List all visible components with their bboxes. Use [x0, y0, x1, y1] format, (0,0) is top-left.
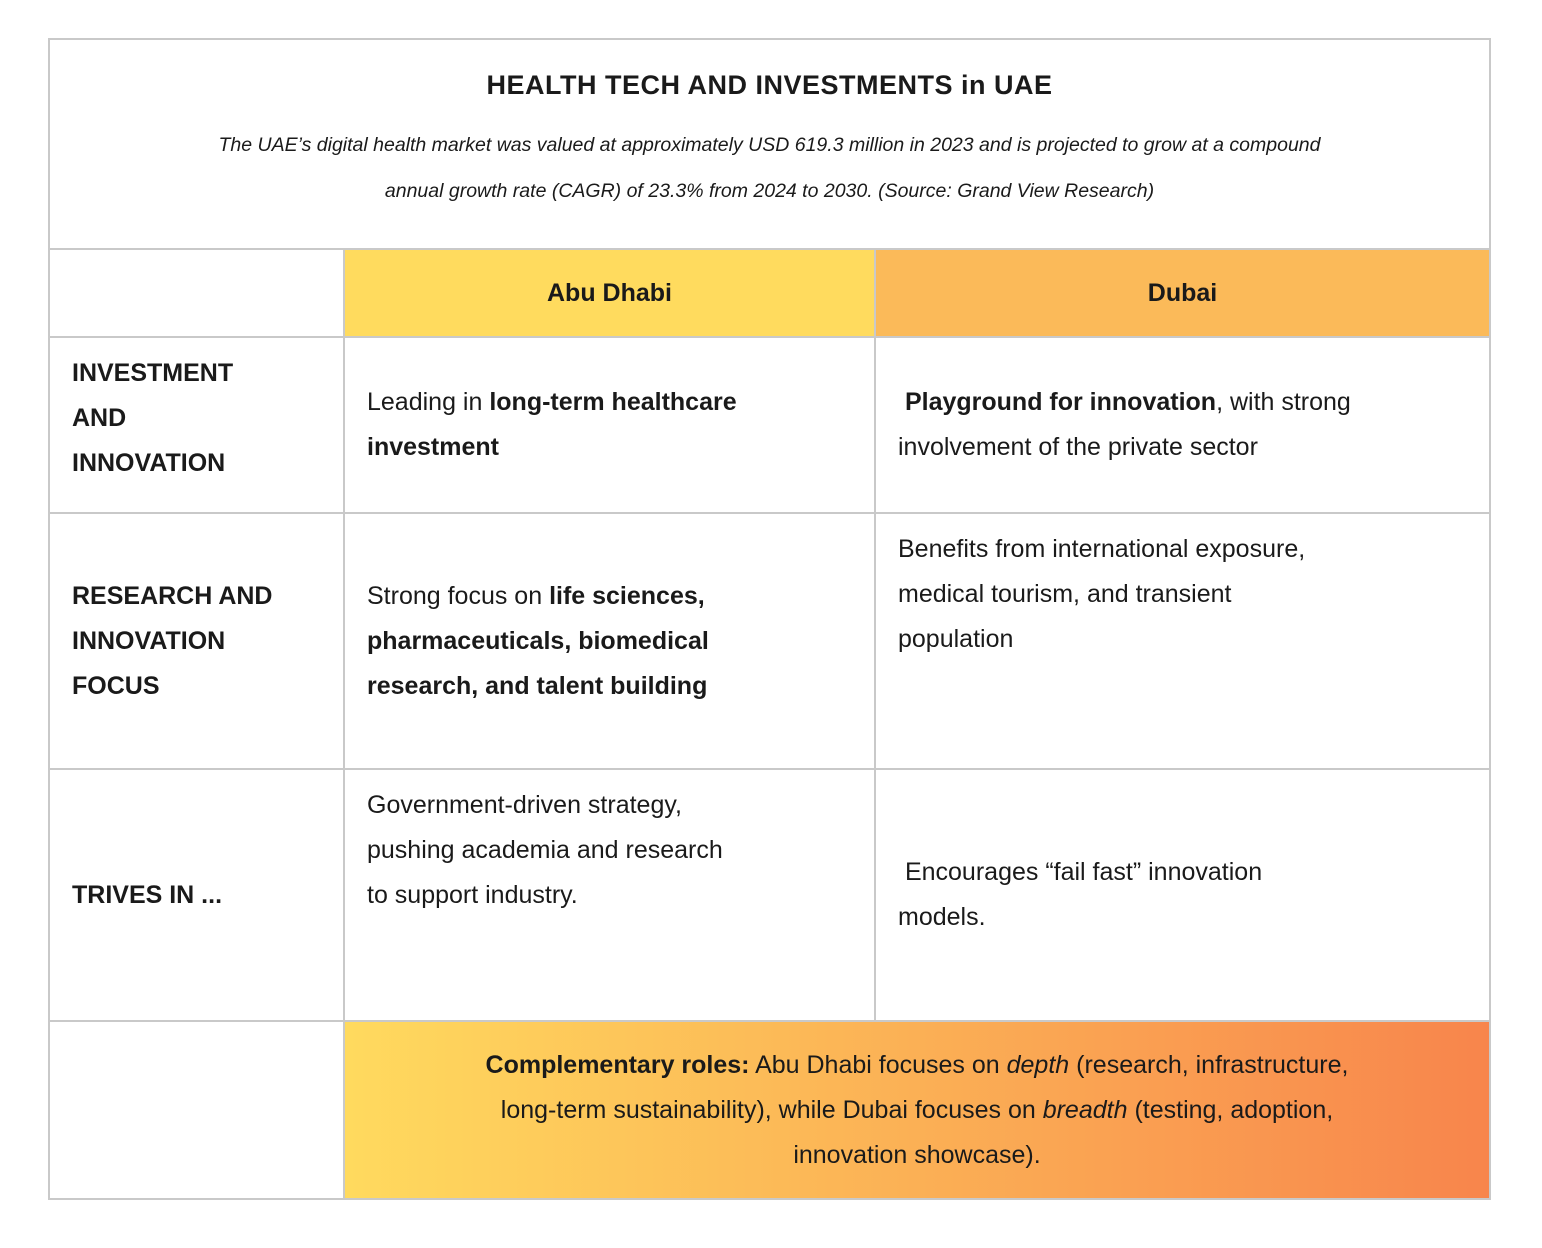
corner-cell	[48, 248, 345, 338]
summary-row: Complementary roles: Abu Dhabi focuses o…	[48, 1020, 1491, 1200]
table-row-research-and-innovation-focus: RESEARCH AND INNOVATION FOCUS Strong foc…	[48, 512, 1491, 770]
abu-dhabi-cell: Strong focus on life sciences, pharmaceu…	[343, 512, 876, 770]
comparison-table: HEALTH TECH AND INVESTMENTS in UAE The U…	[48, 38, 1491, 1200]
title-cell: HEALTH TECH AND INVESTMENTS in UAE The U…	[48, 38, 1491, 250]
page-title: HEALTH TECH AND INVESTMENTS in UAE	[486, 70, 1053, 100]
column-header-abu-dhabi: Abu Dhabi	[343, 248, 876, 338]
dubai-cell: Encourages “fail fast” innovation models…	[874, 768, 1491, 1022]
dubai-cell: Benefits from international exposure, me…	[874, 512, 1491, 770]
row-label: INVESTMENT AND INNOVATION	[48, 336, 345, 514]
dubai-cell: Playground for innovation, with strong i…	[874, 336, 1491, 514]
page-subtitle: The UAE’s digital health market was valu…	[218, 134, 1321, 202]
row-label: TRIVES IN ...	[48, 768, 345, 1022]
abu-dhabi-cell: Government-driven strategy, pushing acad…	[343, 768, 876, 1022]
title-row: HEALTH TECH AND INVESTMENTS in UAE The U…	[48, 38, 1491, 250]
table-row-investment-and-innovation: INVESTMENT AND INNOVATION Leading in lon…	[48, 336, 1491, 514]
column-header-dubai: Dubai	[874, 248, 1491, 338]
corner-cell	[48, 1020, 345, 1200]
column-header-row: Abu Dhabi Dubai	[48, 248, 1491, 338]
abu-dhabi-cell: Leading in long-term healthcare investme…	[343, 336, 876, 514]
summary-cell: Complementary roles: Abu Dhabi focuses o…	[343, 1020, 1491, 1200]
row-label: RESEARCH AND INNOVATION FOCUS	[48, 512, 345, 770]
table-row-trives-in: TRIVES IN ... Government-driven strategy…	[48, 768, 1491, 1022]
